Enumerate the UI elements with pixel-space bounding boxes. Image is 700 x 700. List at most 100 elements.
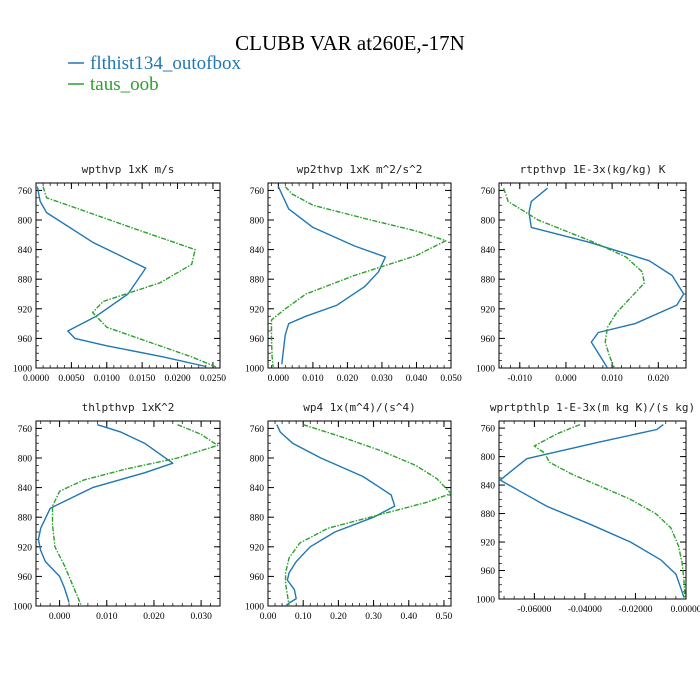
x-tick-label: 0.020 — [648, 374, 670, 384]
y-tick-label: 840 — [18, 246, 33, 256]
y-tick-label: 880 — [481, 510, 496, 520]
series-line-taus-oob — [533, 423, 686, 598]
series-group — [502, 187, 685, 368]
x-tick-label: 0.010 — [302, 374, 324, 384]
y-tick-label: 960 — [18, 335, 33, 345]
y-tick-label: 800 — [250, 455, 265, 465]
x-tick-label: 0.020 — [337, 374, 359, 384]
plot-frame — [35, 420, 221, 607]
x-tick-label: 0.000 — [555, 374, 577, 384]
y-tick-label: 880 — [481, 276, 496, 286]
figure-title: CLUBB VAR at260E,-17N — [235, 31, 465, 55]
y-tick-label: 1000 — [13, 365, 32, 375]
panel-title: rtpthvp 1E-3x(kg/kg) K — [520, 163, 666, 176]
series-group — [37, 424, 219, 605]
figure-legend: flthist134_outofbox taus_oob — [68, 53, 241, 95]
y-tick-label: 880 — [250, 276, 265, 286]
x-tick-label: 0.000 — [268, 374, 290, 384]
y-tick-label: 760 — [18, 425, 33, 435]
series-line-flthist134-outofbox — [36, 186, 206, 368]
x-tick-label: 0.0050 — [58, 374, 84, 384]
x-tick-label: 0.0250 — [200, 374, 226, 384]
series-line-taus-oob — [502, 187, 646, 368]
chart-panel-2: wp2thvp 1xK m^2/s^2 760 800 840 880 920 960 100… — [245, 163, 462, 384]
x-tick-label: 0.0100 — [94, 374, 120, 384]
chart-panel-6: wprtpthlp 1-E-3x(m kg K)/(s kg) 760 800 840… — [476, 401, 700, 615]
chart-panel-1: wpthvp 1xK m/s76080084088092096010000.00… — [13, 163, 226, 384]
chart-panel-3: rtpthvp 1E-3x(kg/kg) K 760 800 840 880 920 960… — [476, 163, 687, 384]
series-line-flthist134-outofbox — [528, 187, 685, 368]
plot-frame — [267, 182, 452, 369]
series-line-flthist134-outofbox — [37, 424, 174, 603]
x-tick-label: 0.00 — [260, 612, 277, 622]
y-tick-label: 840 — [250, 246, 265, 256]
y-tick-label: 760 — [481, 187, 496, 197]
legend-label-flthist134-outofbox: flthist134_outofbox — [90, 53, 241, 74]
plot-frame — [498, 182, 687, 369]
y-tick-label: 800 — [18, 217, 33, 227]
series-line-taus-oob — [270, 186, 447, 368]
y-tick-label: 960 — [250, 335, 265, 345]
x-tick-label: -0.010 — [508, 374, 533, 384]
x-tick-label: 0.040 — [406, 374, 428, 384]
x-tick-label: 0.0000 — [23, 374, 49, 384]
y-tick-label: 840 — [250, 484, 265, 494]
y-tick-label: 840 — [481, 482, 496, 492]
series-line-taus-oob — [51, 424, 219, 605]
x-tick-label: 0.40 — [400, 612, 417, 622]
y-tick-label: 920 — [250, 305, 265, 315]
chart-panel-5: wp4 1x(m^4)/(s^4)76080084088092096010000… — [245, 401, 453, 622]
y-tick-label: 760 — [481, 425, 496, 435]
y-tick-label: 760 — [250, 187, 265, 197]
series-line-taus-oob — [42, 186, 219, 368]
x-tick-label: 0.10 — [295, 612, 312, 622]
y-tick-label: 920 — [481, 305, 496, 315]
x-tick-label: -0.06000 — [517, 605, 551, 615]
y-tick-label: 1000 — [245, 365, 264, 375]
x-tick-label: 0.010 — [601, 374, 623, 384]
series-line-flthist134-outofbox — [277, 186, 387, 365]
series-group — [36, 186, 219, 368]
y-tick-label: 800 — [250, 217, 265, 227]
y-tick-label: 800 — [481, 217, 496, 227]
x-tick-label: 0.00000 — [671, 605, 700, 615]
y-tick-label: 880 — [18, 514, 33, 524]
y-tick-label: 960 — [250, 573, 265, 583]
x-tick-label: -0.02000 — [618, 605, 652, 615]
plot-frame — [35, 182, 221, 369]
x-tick-label: 0.030 — [371, 374, 393, 384]
y-tick-label: 760 — [250, 425, 265, 435]
chart-panels: wpthvp 1xK m/s76080084088092096010000.00… — [13, 163, 700, 622]
x-tick-label: -0.04000 — [568, 605, 602, 615]
y-tick-label: 1000 — [476, 365, 495, 375]
y-tick-label: 800 — [481, 453, 496, 463]
panel-title: wp4 1x(m^4)/(s^4) — [303, 401, 416, 414]
y-tick-label: 960 — [481, 567, 496, 577]
series-line-taus-oob — [284, 424, 451, 606]
x-tick-label: 0.30 — [365, 612, 382, 622]
x-tick-label: 0.0200 — [164, 374, 190, 384]
x-tick-label: 0.000 — [49, 612, 71, 622]
y-tick-label: 1000 — [245, 603, 264, 613]
y-tick-label: 760 — [18, 187, 33, 197]
plot-frame — [498, 420, 687, 600]
series-group — [499, 423, 686, 598]
panel-title: wp2thvp 1xK m^2/s^2 — [297, 163, 423, 176]
x-tick-label: 0.030 — [190, 612, 212, 622]
x-tick-label: 0.010 — [96, 612, 118, 622]
plot-frame — [267, 420, 452, 607]
x-tick-label: 0.20 — [330, 612, 347, 622]
y-tick-label: 920 — [18, 305, 33, 315]
x-tick-label: 0.020 — [143, 612, 165, 622]
y-tick-label: 920 — [250, 543, 265, 553]
x-tick-label: 0.50 — [436, 612, 453, 622]
panel-title: thlpthvp 1xK^2 — [82, 401, 175, 414]
panel-title: wpthvp 1xK m/s — [82, 163, 175, 176]
y-tick-label: 1000 — [13, 603, 32, 613]
panel-title: wprtpthlp 1-E-3x(m kg K)/(s kg) — [490, 401, 695, 414]
legend-label-taus-oob: taus_oob — [90, 74, 159, 95]
y-tick-label: 840 — [481, 246, 496, 256]
y-tick-label: 800 — [18, 455, 33, 465]
y-tick-label: 880 — [18, 276, 33, 286]
